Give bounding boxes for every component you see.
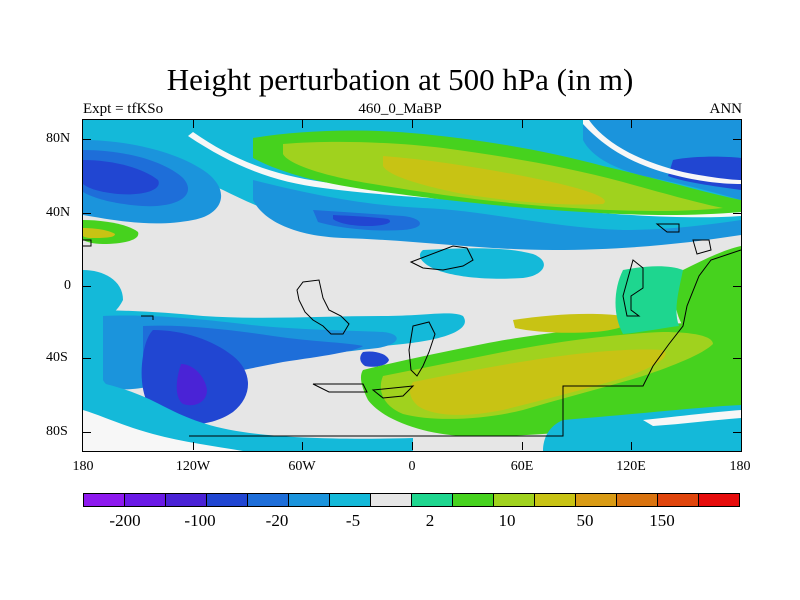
colorbar-segment <box>453 494 494 506</box>
colorbar-segment <box>125 494 166 506</box>
colorbar-segment <box>371 494 412 506</box>
x-tick-label: 180 <box>72 459 94 474</box>
y-tick-label: 80S <box>46 424 68 439</box>
colorbar-segment <box>289 494 330 506</box>
contour-deepblue-south-small <box>360 351 389 367</box>
colorbar-segment <box>412 494 453 506</box>
colorbar-segment <box>535 494 576 506</box>
contour-olive-south-2 <box>513 313 629 333</box>
season-label: ANN <box>709 101 743 117</box>
contour-jet-north-deep <box>333 215 391 226</box>
period-label: 460_0_MaBP <box>358 101 442 117</box>
colorbar-label: 50 <box>576 511 594 530</box>
colorbar-label: 150 <box>649 511 675 530</box>
y-tick-label: 40N <box>46 205 71 220</box>
x-tick-label: 180 <box>729 459 751 474</box>
colorbar-segment <box>658 494 699 506</box>
colorbar-label: 2 <box>425 511 435 530</box>
colorbar-label: 10 <box>498 511 516 530</box>
colorbar-segment <box>617 494 658 506</box>
contour-white-southeast <box>643 410 741 426</box>
contour-jet-north <box>253 180 741 250</box>
colorbar-segment <box>494 494 535 506</box>
coastlines <box>83 223 741 437</box>
colorbar-label: -20 <box>265 511 289 530</box>
colorbar-segment <box>330 494 371 506</box>
y-tick-label: 40S <box>46 350 68 365</box>
contour-olive-north <box>383 156 605 205</box>
contour-white-south-edge <box>83 410 243 451</box>
x-tick-label: 60E <box>510 459 534 474</box>
colorbar-segment <box>699 494 739 506</box>
x-tick-label: 120E <box>616 459 646 474</box>
contour-teal-east <box>615 266 683 334</box>
y-tick-label: 0 <box>64 278 71 293</box>
contour-yellow-west <box>83 228 115 238</box>
experiment-label: Expt = tfKSo <box>83 101 164 117</box>
colorbar-segment <box>166 494 207 506</box>
contour-olive-south <box>410 349 666 415</box>
colorbar-segment <box>248 494 289 506</box>
colorbar-segment <box>576 494 617 506</box>
contour-map <box>83 120 741 451</box>
x-tick-label: 120W <box>175 459 211 474</box>
colorbar-segment <box>84 494 125 506</box>
x-tick-label: 0 <box>408 459 416 474</box>
map-plot-area <box>83 120 741 451</box>
colorbar-label: -200 <box>109 511 141 530</box>
x-tick-label: 60W <box>288 459 316 474</box>
contour-green-east <box>675 246 741 330</box>
contour-white-ne-line <box>583 120 741 184</box>
contour-deepblue-north-core <box>83 160 159 195</box>
y-tick-label: 80N <box>46 131 71 146</box>
map-title: Height perturbation at 500 hPa (in m) <box>166 62 634 97</box>
colorbar-segment <box>207 494 248 506</box>
contour-cyan-south-edge <box>83 380 413 451</box>
colorbar <box>83 493 740 507</box>
contour-deepblue-south-core <box>176 364 207 406</box>
colorbar-label: -5 <box>345 511 361 530</box>
colorbar-label: -100 <box>184 511 216 530</box>
contour-cyan-tropics-center <box>419 248 544 279</box>
